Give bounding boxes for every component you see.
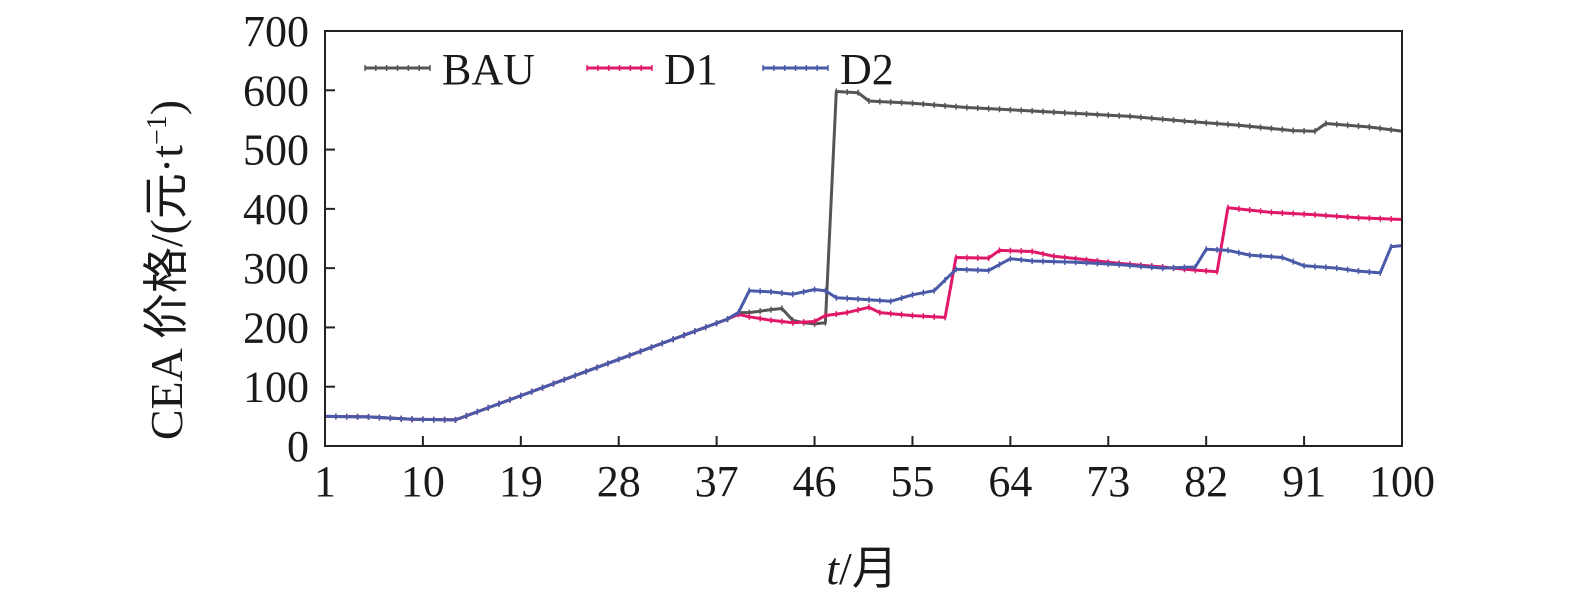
legend-label-bau: BAU [442,45,535,94]
labels-layer: 1 10 19 28 37 46 55 64 73 82 91 100 0 100 200 300 400 500… [243,7,1435,506]
x-tick-label-4: 37 [695,457,739,506]
x-tick-label-0: 1 [314,457,336,506]
x-tick-label-5: 46 [793,457,837,506]
series-bau [324,88,1403,423]
x-tick-label-8: 73 [1086,457,1130,506]
y-tick-label-7: 700 [243,7,309,56]
legend-label-d2: D2 [840,45,894,94]
y-axis-title-main: CEA 价格/(元·t [141,145,192,440]
x-axis-title-unit: /月 [839,543,898,594]
x-tick-label-3: 28 [597,457,641,506]
series-line-d2 [324,244,1403,422]
series-line-d1 [324,206,1403,422]
series-line-bau [324,90,1403,422]
y-axis-title: CEA 价格/(元·t−1) [141,100,192,440]
y-tick-label-6: 600 [243,66,309,115]
legend-item-d2: D2 [762,45,894,94]
y-tick-label-0: 0 [287,422,309,471]
ticks-layer [324,30,1403,447]
x-tick-label-11: 100 [1369,457,1435,506]
y-tick-label-1: 100 [243,363,309,412]
y-tick-label-2: 200 [243,303,309,352]
y-axis-title-close: ) [141,100,192,115]
y-tick-label-5: 500 [243,126,309,175]
series-d1 [324,204,1403,423]
y-tick-label-3: 300 [243,244,309,293]
legend: BAU D1 D2 [364,45,894,94]
legend-item-d1: D1 [586,45,718,94]
x-tick-label-7: 64 [988,457,1032,506]
x-tick-label-6: 55 [890,457,934,506]
legend-item-bau: BAU [364,45,535,94]
y-axis-title-sup: −1 [142,115,173,145]
y-tick-label-4: 400 [243,185,309,234]
plot-frame [324,30,1403,447]
x-tick-label-1: 10 [401,457,445,506]
series-d2 [324,242,1403,423]
plot-layer [324,88,1403,423]
x-axis-title-var: t [826,543,840,594]
legend-label-d1: D1 [664,45,718,94]
x-tick-label-2: 19 [499,457,543,506]
x-tick-label-9: 82 [1184,457,1228,506]
x-axis-title: t/月 [826,543,898,594]
x-tick-label-10: 91 [1282,457,1326,506]
